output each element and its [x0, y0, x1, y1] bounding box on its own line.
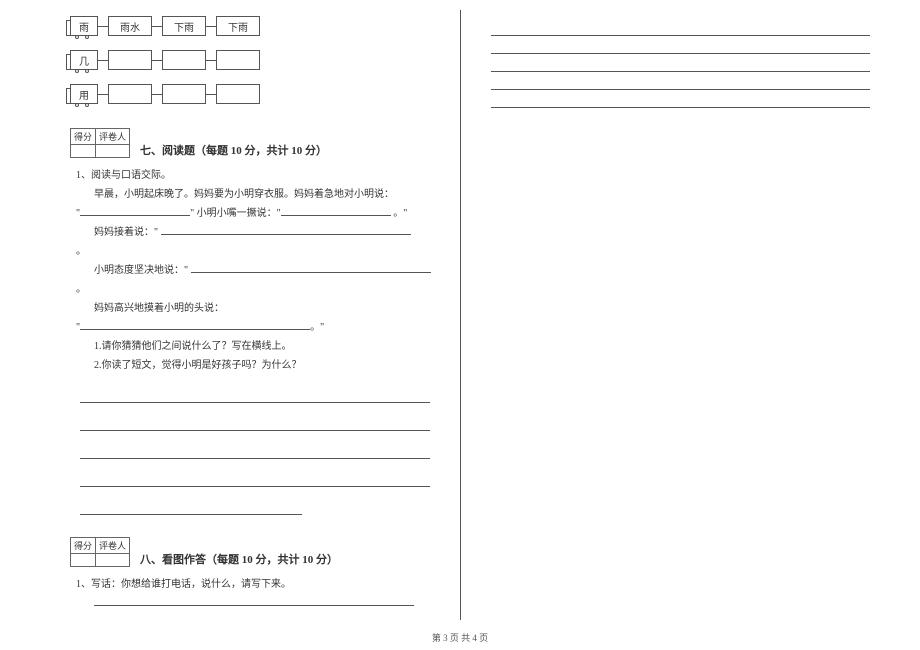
q-line: "。" [70, 318, 440, 337]
answer-line [491, 98, 870, 108]
answer-line [491, 62, 870, 72]
train-car [216, 84, 260, 104]
q-line: "" 小明小嘴一撅说：" 。" [70, 204, 440, 223]
section7-title: 七、阅读题（每题 10 分，共计 10 分） [140, 128, 327, 158]
section7-header: 得分 评卷人 七、阅读题（每题 10 分，共计 10 分） [70, 128, 440, 158]
wheels-icon [75, 69, 89, 73]
score-table: 得分 评卷人 [70, 128, 130, 158]
grader-cell-blank [96, 554, 130, 567]
section8-header: 得分 评卷人 八、看图作答（每题 10 分，共计 10 分） [70, 537, 440, 567]
answer-line [80, 417, 430, 431]
train-loco: 用 [70, 84, 98, 104]
q-line: 1、阅读与口语交际。 [70, 166, 440, 185]
train-car [216, 50, 260, 70]
train-link [152, 94, 162, 95]
train-link [152, 26, 162, 27]
q-line: 。 [70, 280, 440, 299]
grader-cell-label: 评卷人 [96, 129, 130, 145]
blank-line [161, 223, 411, 235]
q-line: 妈妈接着说：" [70, 223, 440, 242]
q-sub: 1.请你猜猜他们之间说什么了？写在横线上。 [70, 337, 440, 356]
train-link [98, 60, 108, 61]
train-link [206, 94, 216, 95]
q-line: 妈妈高兴地摸着小明的头说： [70, 299, 440, 318]
train-car [108, 84, 152, 104]
page-footer: 第 3 页 共 4 页 [0, 631, 920, 644]
train-row: 雨 雨水 下雨 下雨 [70, 16, 440, 36]
section7-question: 1、阅读与口语交际。 早晨，小明起床晚了。妈妈要为小明穿衣服。妈妈着急地对小明说… [70, 166, 440, 515]
section8-question: 1、写话：你想给谁打电话，说什么，请写下来。 [70, 575, 440, 613]
q-number: 1、 [76, 170, 91, 181]
q-line: 小明态度坚决地说：" [70, 261, 440, 280]
blank-line [191, 261, 431, 273]
loco-char: 用 [79, 87, 89, 102]
score-table: 得分 评卷人 [70, 537, 130, 567]
blank-line [281, 204, 391, 216]
train-car [162, 84, 206, 104]
q-text: 。" [310, 322, 324, 333]
loco-char: 雨 [79, 19, 89, 34]
page-columns: 雨 雨水 下雨 下雨 几 [0, 0, 920, 620]
answer-line [491, 80, 870, 90]
q-line: 。 [70, 242, 440, 261]
train-link [206, 26, 216, 27]
answer-line [491, 26, 870, 36]
wheels-icon [75, 103, 89, 107]
train-loco: 雨 [70, 16, 98, 36]
q-line [70, 594, 440, 613]
train-link [98, 94, 108, 95]
score-cell-blank [71, 145, 96, 158]
right-column [460, 10, 890, 620]
q-sub: 2.你读了短文，觉得小明是好孩子吗？为什么？ [70, 356, 440, 375]
q-line: 1、写话：你想给谁打电话，说什么，请写下来。 [70, 575, 440, 594]
train-row: 几 [70, 50, 440, 70]
train-car: 下雨 [162, 16, 206, 36]
q-number: 1、 [76, 579, 91, 590]
grader-cell-label: 评卷人 [96, 538, 130, 554]
left-column: 雨 雨水 下雨 下雨 几 [30, 10, 460, 620]
train-loco: 几 [70, 50, 98, 70]
score-cell-blank [71, 554, 96, 567]
q-lead: 阅读与口语交际。 [91, 170, 171, 181]
answer-line [80, 389, 430, 403]
train-diagram: 雨 雨水 下雨 下雨 几 [70, 16, 440, 104]
q-text: 。" [393, 208, 407, 219]
blank-line [80, 204, 190, 216]
train-link [206, 60, 216, 61]
answer-line [80, 445, 430, 459]
answer-line [80, 473, 430, 487]
blank-line [94, 594, 414, 606]
train-row: 用 [70, 84, 440, 104]
q-text: 妈妈接着说：" [94, 227, 158, 238]
answer-line [491, 44, 870, 54]
loco-char: 几 [79, 53, 89, 68]
train-link [152, 60, 162, 61]
score-cell-label: 得分 [71, 538, 96, 554]
train-car [162, 50, 206, 70]
answer-line [80, 501, 302, 515]
q-text: " 小明小嘴一撅说：" [190, 208, 281, 219]
score-cell-label: 得分 [71, 129, 96, 145]
train-car: 下雨 [216, 16, 260, 36]
q-text: 写话：你想给谁打电话，说什么，请写下来。 [91, 579, 291, 590]
q-line: 早晨，小明起床晚了。妈妈要为小明穿衣服。妈妈着急地对小明说： [70, 185, 440, 204]
train-car [108, 50, 152, 70]
section8-title: 八、看图作答（每题 10 分，共计 10 分） [140, 537, 338, 567]
grader-cell-blank [96, 145, 130, 158]
q-text: 小明态度坚决地说：" [94, 265, 188, 276]
train-link [98, 26, 108, 27]
blank-line [80, 318, 310, 330]
wheels-icon [75, 35, 89, 39]
train-car: 雨水 [108, 16, 152, 36]
